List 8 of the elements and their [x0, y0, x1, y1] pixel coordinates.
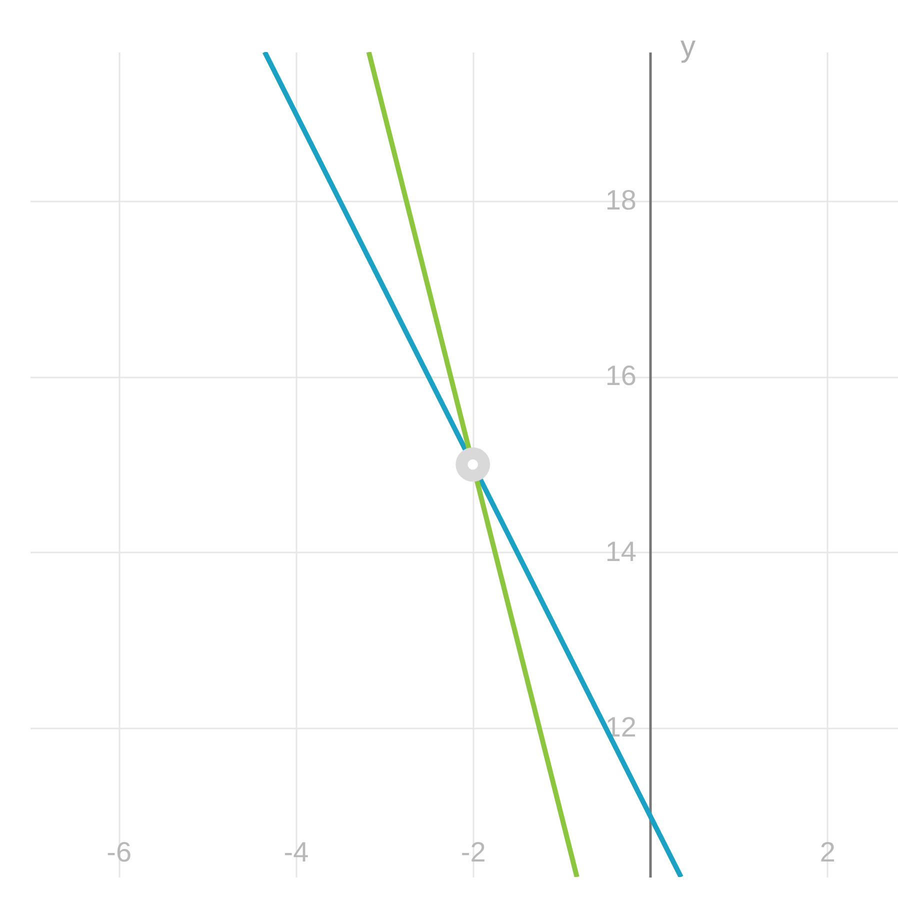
- y-axis-title: y: [680, 30, 696, 64]
- x-tick-label: -6: [106, 836, 132, 868]
- x-tick-label: -2: [460, 836, 486, 868]
- y-tick-label: 16: [605, 360, 636, 392]
- y-tick-label: 18: [605, 184, 636, 216]
- y-tick-label: 14: [605, 536, 636, 567]
- x-tick-label: 2: [820, 836, 836, 868]
- x-tick-label: -4: [284, 836, 309, 868]
